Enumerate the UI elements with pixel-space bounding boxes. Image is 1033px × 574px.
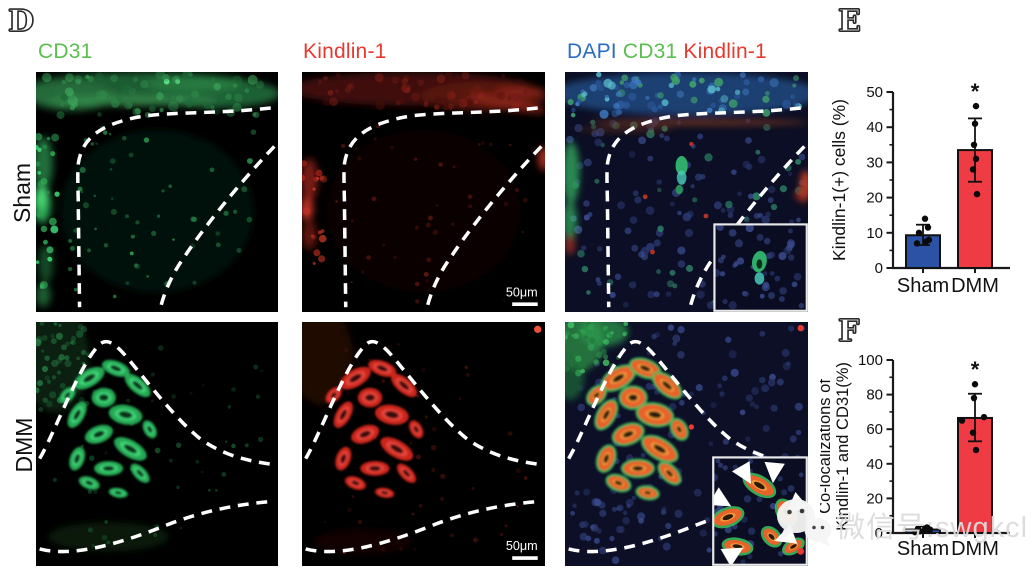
central-vessel xyxy=(642,141,709,255)
bone-outline-dashed xyxy=(39,499,275,554)
panel-e-label: E xyxy=(837,3,861,39)
vessel-cluster xyxy=(325,359,424,498)
image-dmm-cd31 xyxy=(36,322,278,566)
red-speck xyxy=(688,424,695,430)
column-header-kindlin1: Kindlin-1 xyxy=(303,40,387,63)
merge-label-cd31: CD31 xyxy=(622,40,678,63)
scale-bar xyxy=(512,302,538,306)
svg-text:20: 20 xyxy=(866,490,883,507)
red-speck xyxy=(797,324,804,332)
inset-border xyxy=(713,223,808,312)
svg-text:40: 40 xyxy=(866,119,883,136)
svg-text:DMM: DMM xyxy=(951,538,999,560)
chart-kindlin1-positive-cells: 0 10 20 30 40 50 Sham DMM * Kindlin-1(+) cells (%… xyxy=(829,79,1010,297)
svg-text:0: 0 xyxy=(875,525,883,542)
svg-text:*: * xyxy=(971,79,980,104)
image-dmm-merge xyxy=(565,322,808,566)
vessel-cluster xyxy=(59,359,157,498)
panel-f-label: F xyxy=(837,313,860,349)
column-header-cd31: CD31 xyxy=(38,40,93,63)
image-sham-kindlin1: 50μm xyxy=(302,72,545,312)
tidemark-dashed xyxy=(158,145,276,308)
vessel-cluster xyxy=(585,357,689,501)
tidemark-dashed xyxy=(425,145,543,308)
haze xyxy=(36,322,170,552)
svg-text:Sham: Sham xyxy=(897,538,949,560)
svg-text:40: 40 xyxy=(866,456,883,473)
svg-text:60: 60 xyxy=(866,421,883,438)
osteophyte-outline-dashed xyxy=(304,339,542,467)
svg-text:20: 20 xyxy=(866,190,883,207)
wechat-icon xyxy=(777,499,832,547)
svg-text:50: 50 xyxy=(866,84,883,101)
osteophyte-outline-dashed xyxy=(567,339,805,467)
image-sham-cd31 xyxy=(36,72,278,312)
scale-bar xyxy=(512,556,538,560)
merge-label-kindlin1: Kindlin-1 xyxy=(683,40,767,63)
svg-text:Sham: Sham xyxy=(897,275,949,297)
svg-text:30: 30 xyxy=(866,154,883,171)
svg-text:80: 80 xyxy=(866,387,883,404)
svg-text:10: 10 xyxy=(866,225,883,242)
red-speck xyxy=(534,325,542,333)
scale-bar-label: 50μm xyxy=(506,285,538,299)
panel-d-label: D xyxy=(7,3,35,39)
svg-text:0: 0 xyxy=(875,260,883,277)
svg-text:DMM: DMM xyxy=(951,275,999,297)
svg-text:100: 100 xyxy=(858,352,883,369)
osteophyte-outline-dashed xyxy=(38,339,275,467)
merge-label-dapi: DAPI xyxy=(567,40,617,63)
watermark: 微信号:swgkcl xyxy=(776,496,1028,550)
svg-text:*: * xyxy=(971,357,980,382)
tidemark-dashed xyxy=(688,145,806,308)
chart-colocalization: 0 20 40 60 80 100 Sham DMM * Co-localizations of K… xyxy=(820,352,1010,560)
bone-outline-dashed xyxy=(305,499,542,554)
image-sham-merge xyxy=(565,72,808,312)
column-header-merge: DAPI CD31 Kindlin-1 xyxy=(567,40,767,64)
watermark-text: 微信号:swgkcl xyxy=(836,512,1029,544)
scale-bar-label: 50μm xyxy=(506,539,538,553)
svg-text:Co-localizations of: Co-localizations of xyxy=(820,379,834,514)
row-label-dmm: DMM xyxy=(11,417,37,473)
image-dmm-kindlin1: 50μm xyxy=(302,322,545,566)
svg-text:Kindlin-1(+) cells (%): Kindlin-1(+) cells (%) xyxy=(829,99,849,261)
row-label-sham: Sham xyxy=(9,162,35,224)
svg-text:Kindlin-1 and CD31(%): Kindlin-1 and CD31(%) xyxy=(834,362,852,531)
